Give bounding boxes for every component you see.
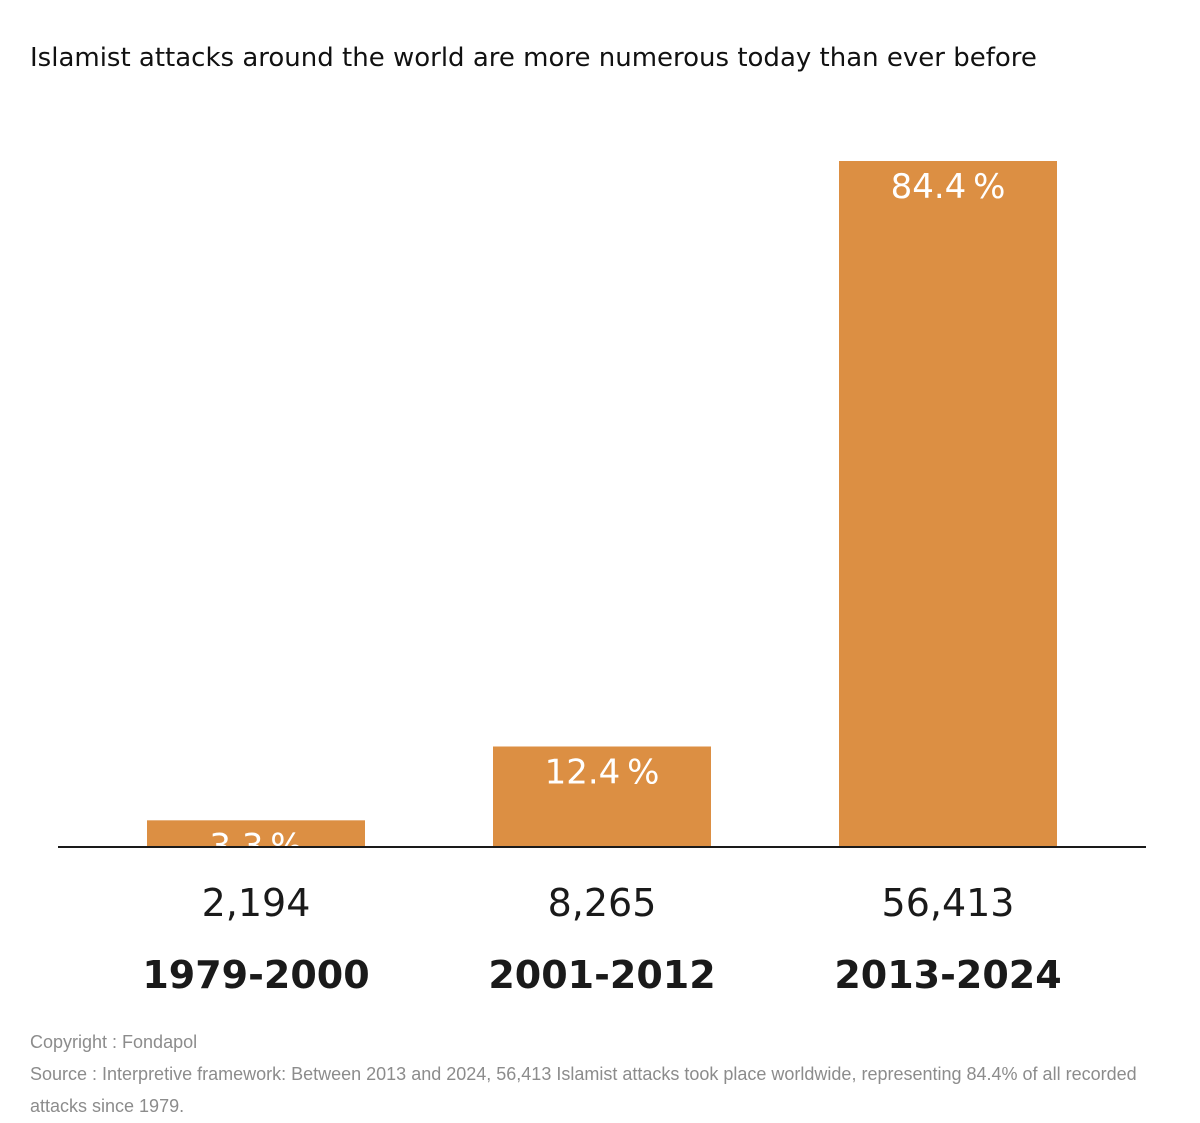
value-label: 8,265 bbox=[548, 881, 657, 925]
percent-label: 12.4 % bbox=[545, 752, 660, 792]
value-label: 2,194 bbox=[202, 881, 311, 925]
category-label: 2001-2012 bbox=[488, 953, 715, 997]
value-label: 56,413 bbox=[882, 881, 1015, 925]
bar-2001-2012 bbox=[493, 746, 711, 847]
bar-2013-2024 bbox=[839, 161, 1057, 847]
chart-title: Islamist attacks around the world are mo… bbox=[30, 43, 1037, 73]
copyright-note: Copyright : Fondapol bbox=[30, 1032, 198, 1052]
percent-label: 84.4 % bbox=[891, 167, 1006, 207]
bar-1979-2000 bbox=[147, 820, 365, 847]
category-label: 2013-2024 bbox=[834, 953, 1061, 997]
source-note: Source : Interpretive framework: Between… bbox=[30, 1064, 1137, 1116]
chart-footer: Copyright : Fondapol Source : Interpreti… bbox=[30, 1026, 1170, 1122]
category-label: 1979-2000 bbox=[142, 953, 369, 997]
